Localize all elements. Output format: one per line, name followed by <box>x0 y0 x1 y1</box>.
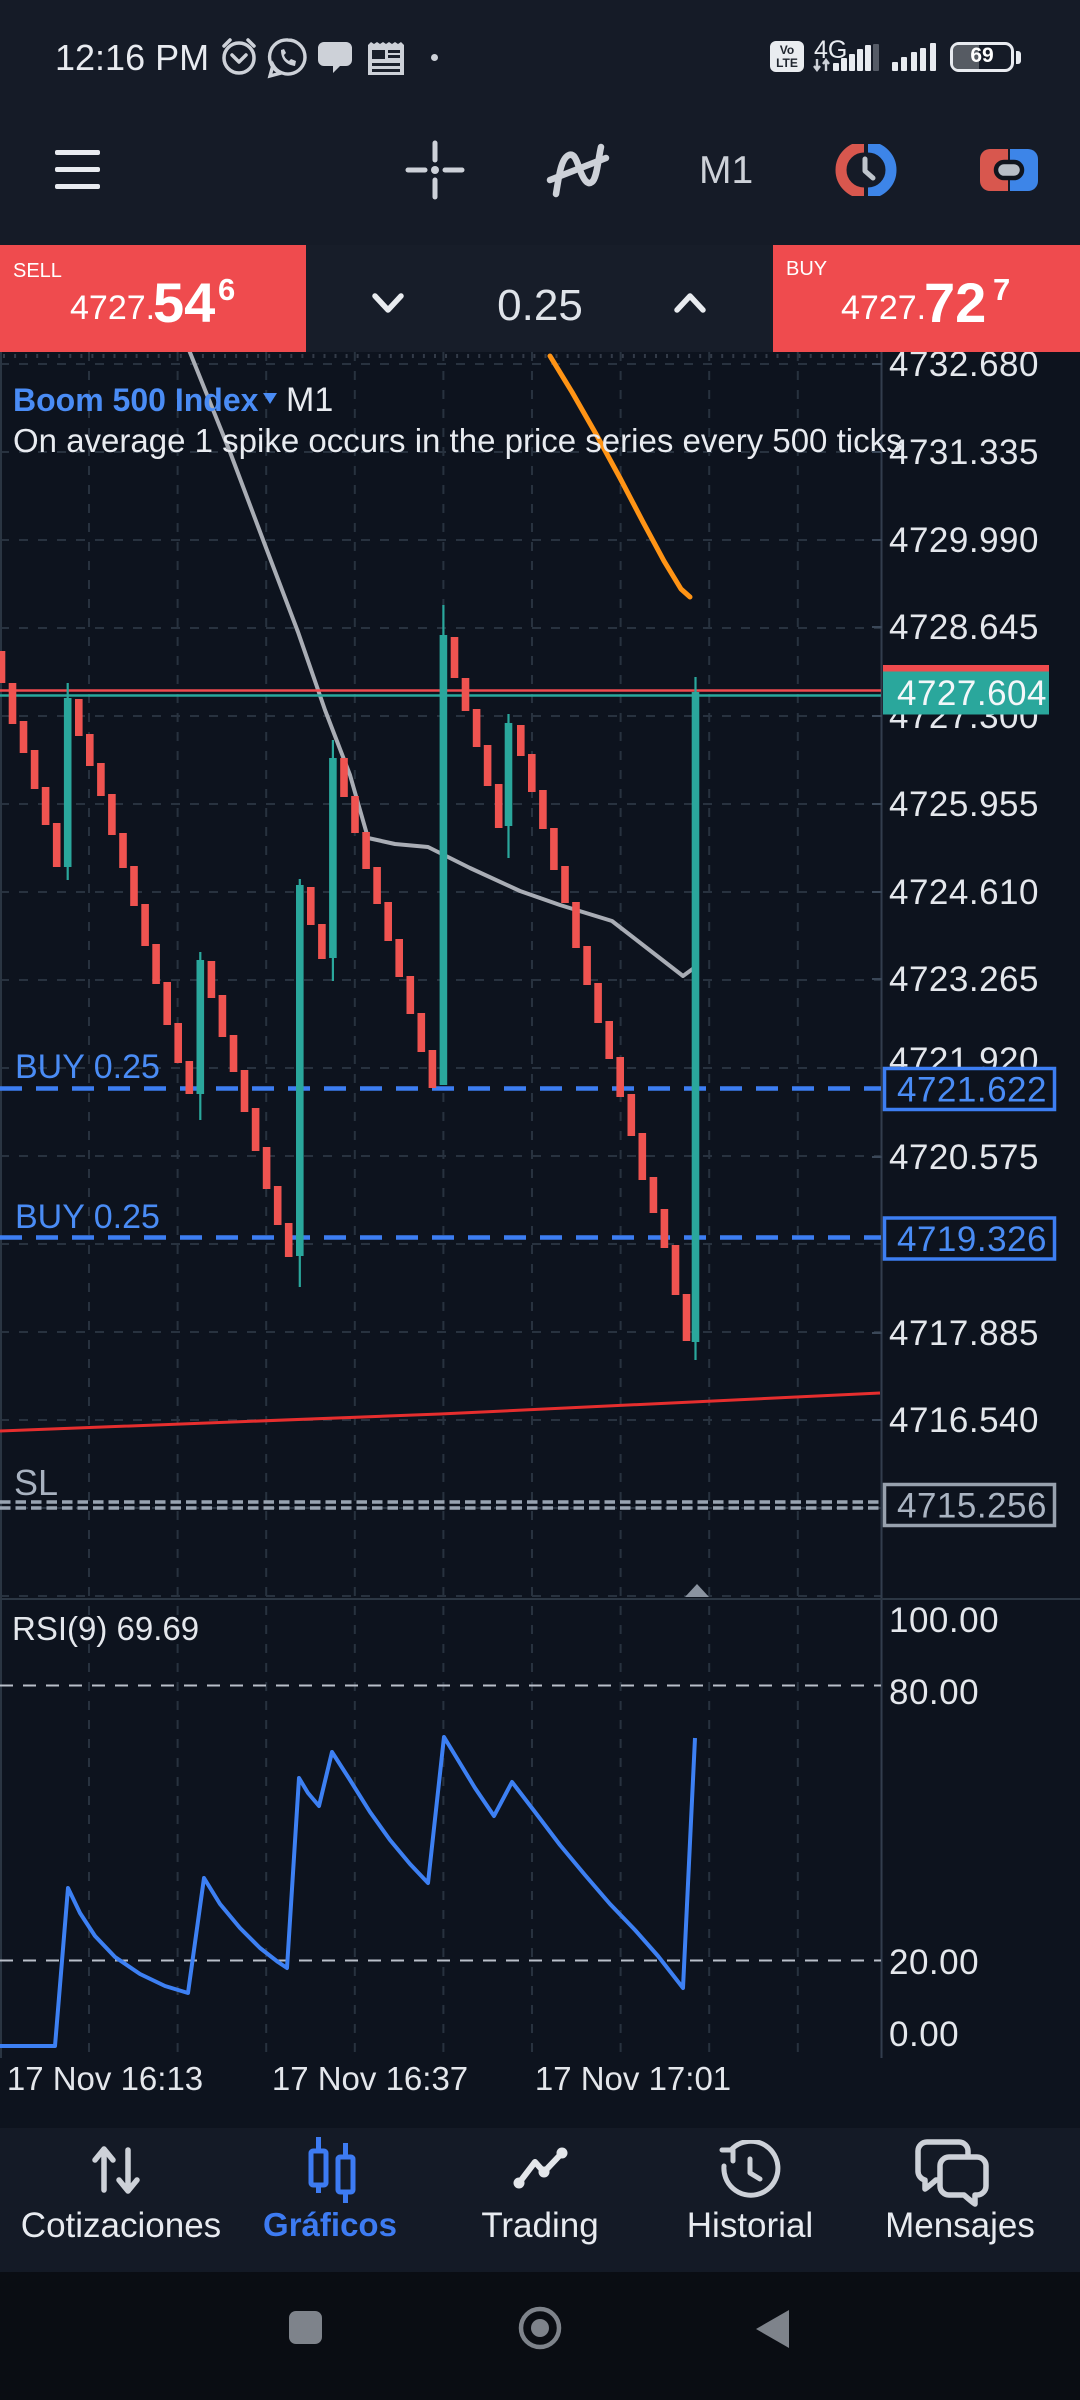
svg-text:RSI(9) 69.69: RSI(9) 69.69 <box>12 1610 199 1647</box>
svg-text:4728.645: 4728.645 <box>889 608 1039 647</box>
svg-text:17 Nov 16:37: 17 Nov 16:37 <box>272 2060 468 2097</box>
svg-text:4731.335: 4731.335 <box>889 433 1039 472</box>
svg-text:SL: SL <box>14 1462 58 1503</box>
svg-text:4717.885: 4717.885 <box>889 1314 1039 1353</box>
svg-text:4725.955: 4725.955 <box>889 785 1039 824</box>
svg-text:4729.990: 4729.990 <box>889 521 1039 560</box>
svg-text:4732.680: 4732.680 <box>889 352 1039 384</box>
svg-text:On average 1 spike occurs in t: On average 1 spike occurs in the price s… <box>13 422 903 459</box>
svg-text:Boom 500 Index: Boom 500 Index <box>13 382 259 418</box>
svg-text:M1: M1 <box>286 381 333 419</box>
svg-text:0.00: 0.00 <box>889 2015 959 2054</box>
svg-text:4724.610: 4724.610 <box>889 873 1039 912</box>
svg-text:BUY 0.25: BUY 0.25 <box>15 1048 160 1086</box>
svg-text:4721.622: 4721.622 <box>897 1071 1047 1110</box>
svg-text:20.00: 20.00 <box>889 1943 979 1982</box>
svg-text:4716.540: 4716.540 <box>889 1401 1039 1440</box>
svg-text:17 Nov 17:01: 17 Nov 17:01 <box>535 2060 731 2097</box>
svg-text:100.00: 100.00 <box>889 1601 999 1640</box>
svg-text:17 Nov 16:13: 17 Nov 16:13 <box>7 2060 203 2097</box>
svg-text:4720.575: 4720.575 <box>889 1138 1039 1177</box>
svg-text:4715.256: 4715.256 <box>897 1487 1047 1526</box>
svg-text:4719.326: 4719.326 <box>897 1220 1047 1259</box>
svg-text:4723.265: 4723.265 <box>889 960 1039 999</box>
svg-text:4727.604: 4727.604 <box>897 674 1047 713</box>
svg-text:80.00: 80.00 <box>889 1673 979 1712</box>
svg-text:BUY 0.25: BUY 0.25 <box>15 1198 160 1236</box>
